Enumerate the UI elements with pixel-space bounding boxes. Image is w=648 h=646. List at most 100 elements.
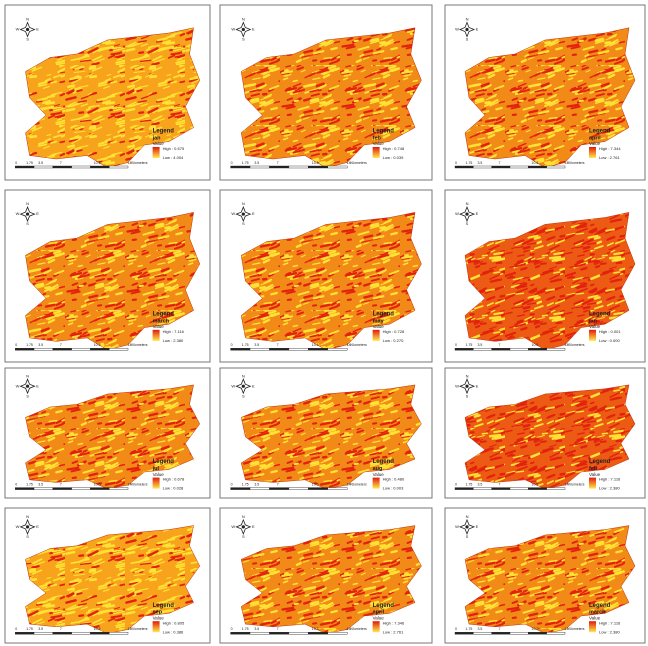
scale-segment	[328, 348, 347, 350]
compass-letter: N	[466, 17, 469, 22]
legend-low: Low : 0.270	[383, 338, 404, 343]
scale-label: 3.5	[38, 483, 43, 487]
scale-segment	[308, 348, 327, 350]
scale-segment	[72, 488, 91, 490]
scale-segment	[473, 348, 491, 350]
scale-segment	[547, 348, 565, 350]
compass-center	[465, 28, 468, 31]
compass-letter: S	[466, 37, 469, 42]
scale-label: 0	[231, 627, 233, 631]
scale-segment	[547, 488, 565, 490]
compass-center	[26, 212, 29, 215]
map-panel: NSWELegendmarchValueHigh : 7.116Low : 2.…	[445, 508, 645, 643]
legend-ramp	[373, 621, 380, 632]
scale-segment	[473, 632, 491, 634]
scale-segment	[72, 166, 91, 168]
compass-letter: W	[455, 524, 459, 529]
scale-label: 10.5	[312, 627, 319, 631]
scale-segment	[510, 632, 528, 634]
compass-letter: S	[242, 221, 245, 226]
compass-letter: E	[252, 27, 255, 32]
scale-segment	[510, 348, 528, 350]
scale-segment	[72, 632, 91, 634]
scale-label: 0	[455, 343, 457, 347]
scale-label: Kilometers	[350, 483, 367, 487]
legend-high: High : 0.728	[383, 329, 405, 334]
scale-label: Kilometers	[568, 627, 585, 631]
legend-title: Legend	[153, 129, 175, 135]
scale-label: 7	[60, 483, 62, 487]
scale-segment	[492, 166, 510, 168]
compass-letter: E	[36, 383, 39, 388]
scale-label: 10.5	[94, 483, 101, 487]
scale-label: 0	[231, 343, 233, 347]
compass-letter: E	[252, 211, 255, 216]
compass-letter: N	[242, 514, 245, 519]
compass-letter: W	[455, 27, 459, 32]
scale-label: 10.5	[94, 627, 101, 631]
scale-label: 7	[60, 627, 62, 631]
compass-letter: S	[26, 534, 29, 539]
scale-label: 0	[455, 161, 457, 165]
map-panel: NSWELegendjanValueHigh : 0.575Low : 4.00…	[5, 5, 210, 180]
scale-segment	[34, 632, 53, 634]
scale-segment	[289, 488, 308, 490]
scale-segment	[269, 166, 288, 168]
compass-letter: S	[26, 221, 29, 226]
compass-letter: N	[466, 514, 469, 519]
scale-segment	[34, 488, 53, 490]
legend-ramp	[589, 147, 596, 158]
compass-letter: N	[242, 201, 245, 206]
legend-low: Low : 0.028	[163, 486, 184, 491]
scale-segment	[492, 348, 510, 350]
legend-low: Low : 2.380	[599, 486, 620, 491]
legend-low: Low : 2.380	[599, 629, 620, 634]
scale-label: Kilometers	[568, 343, 585, 347]
compass-letter: E	[476, 524, 479, 529]
compass-letter: N	[466, 373, 469, 378]
legend-title: Legend	[589, 603, 611, 609]
scale-label: Kilometers	[568, 161, 585, 165]
legend-ramp	[589, 330, 596, 341]
legend-high: High : 7.116	[599, 477, 621, 482]
scale-label: 1.75	[26, 161, 33, 165]
scale-segment	[90, 348, 109, 350]
compass-center	[242, 28, 245, 31]
compass-center	[26, 28, 29, 31]
scale-label: 10.5	[532, 627, 539, 631]
legend-title: Legend	[373, 603, 395, 609]
scale-segment	[289, 348, 308, 350]
scale-segment	[528, 166, 546, 168]
scale-segment	[492, 488, 510, 490]
legend-title: Legend	[153, 459, 175, 465]
scale-segment	[289, 632, 308, 634]
scale-label: 10.5	[532, 161, 539, 165]
scale-label: 3.5	[38, 343, 43, 347]
scale-label: 1.75	[26, 343, 33, 347]
compass-letter: E	[476, 211, 479, 216]
compass-letter: S	[26, 37, 29, 42]
scale-label: 0	[231, 161, 233, 165]
compass-letter: N	[26, 514, 29, 519]
scale-label: 7	[60, 343, 62, 347]
map-panel: NSWELegendjanValueHigh : 0.001Low : 0.00…	[445, 190, 645, 362]
compass-letter: S	[466, 534, 469, 539]
scale-label: 1.75	[242, 343, 249, 347]
scale-segment	[109, 348, 128, 350]
compass-letter: N	[242, 373, 245, 378]
scale-label: Kilometers	[350, 627, 367, 631]
scale-label: 10.5	[94, 343, 101, 347]
map-panel: NSWELegendmarchValueHigh : 7.116Low : 2.…	[5, 190, 210, 362]
scale-label: 7	[277, 483, 279, 487]
scale-segment	[328, 632, 347, 634]
scale-label: 1.75	[466, 343, 473, 347]
scale-segment	[231, 632, 250, 634]
legend-high: High : 0.480	[383, 477, 405, 482]
compass-letter: N	[26, 17, 29, 22]
compass-letter: S	[242, 393, 245, 398]
compass-center	[465, 212, 468, 215]
compass-letter: W	[16, 211, 20, 216]
scale-label: 10.5	[312, 161, 319, 165]
